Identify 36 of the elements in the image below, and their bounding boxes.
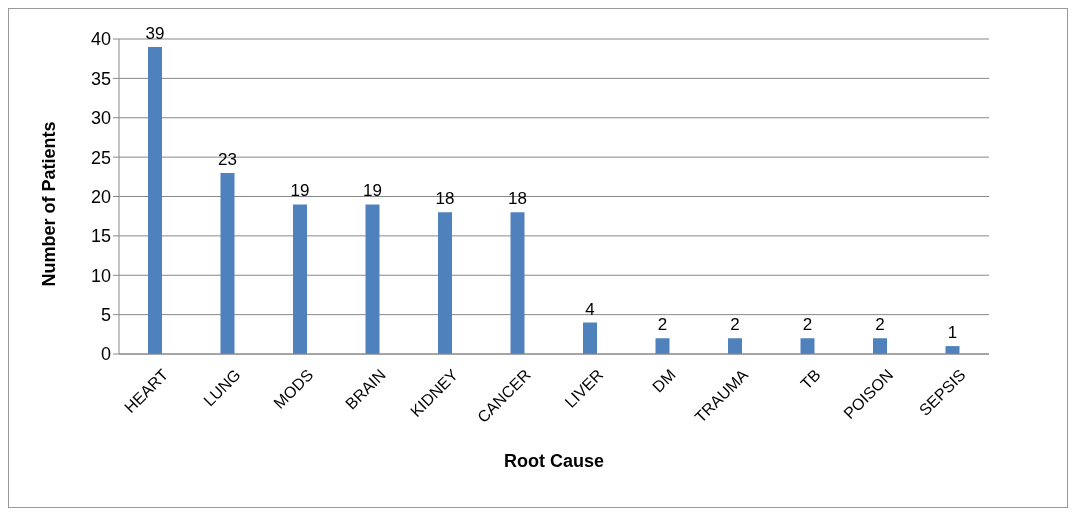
y-tick-label: 35 — [90, 68, 111, 89]
bar — [800, 338, 815, 354]
y-tick-label: 10 — [90, 265, 111, 286]
data-label: 2 — [657, 315, 668, 335]
y-tick-label: 20 — [90, 186, 111, 207]
y-tick-label: 5 — [100, 305, 111, 326]
y-tick-label: 40 — [90, 29, 111, 50]
data-label: 19 — [363, 181, 382, 201]
y-axis-title: Number of Patients — [39, 121, 60, 287]
y-tick-label: 0 — [100, 344, 111, 365]
y-tick-label: 30 — [90, 108, 111, 129]
data-label: 2 — [730, 315, 740, 335]
data-label: 23 — [218, 149, 237, 169]
x-tick-label: DM — [649, 366, 679, 396]
bar — [365, 204, 380, 354]
bar — [510, 212, 525, 354]
bar — [655, 338, 670, 354]
bar — [873, 338, 887, 354]
data-label: 2 — [802, 315, 813, 335]
data-label: 18 — [435, 189, 455, 209]
data-label: 1 — [947, 323, 958, 343]
x-tick-label: TB — [797, 366, 824, 393]
y-tick-label: 15 — [90, 226, 111, 247]
data-label: 4 — [585, 299, 595, 319]
data-label: 19 — [290, 181, 310, 201]
x-axis-title: Root Cause — [503, 450, 605, 471]
bar — [438, 212, 452, 354]
bar — [148, 46, 162, 354]
bar — [728, 338, 742, 354]
bar — [220, 172, 235, 354]
data-label: 2 — [875, 315, 885, 335]
bar — [583, 322, 597, 354]
data-label: 18 — [508, 189, 527, 209]
data-label: 39 — [145, 23, 165, 43]
y-tick-label: 25 — [90, 147, 111, 168]
bar — [293, 204, 307, 354]
